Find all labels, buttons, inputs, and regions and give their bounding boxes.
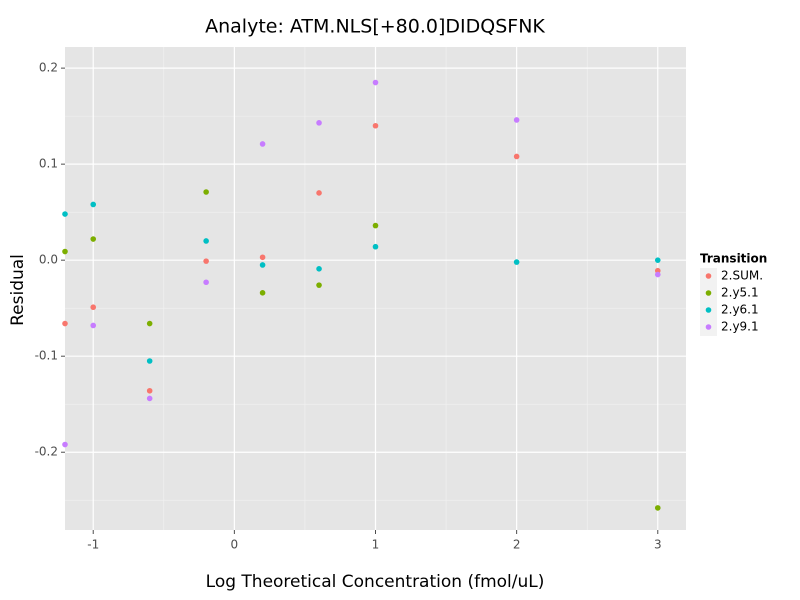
data-point [316, 266, 322, 272]
x-axis-label: Log Theoretical Concentration (fmol/uL) [206, 572, 545, 592]
y-tick-label: 0.0 [39, 253, 58, 267]
x-tick-label: 1 [372, 538, 380, 552]
data-point [146, 358, 153, 364]
data-point [90, 201, 97, 208]
data-point [372, 222, 379, 229]
data-point [259, 254, 266, 261]
legend-marker [705, 290, 712, 296]
x-tick-label: -1 [87, 538, 99, 552]
data-point [259, 290, 266, 296]
data-point [316, 120, 322, 126]
data-point [316, 282, 322, 288]
y-tick-label: -0.1 [35, 349, 58, 363]
data-point [62, 248, 68, 255]
data-point [654, 257, 661, 263]
legend-label: 2.y9.1 [721, 320, 759, 334]
data-point [372, 79, 379, 86]
data-point [146, 320, 153, 327]
data-point [203, 279, 209, 286]
data-point [372, 122, 379, 129]
data-point [654, 271, 661, 278]
legend-marker [705, 273, 712, 279]
data-point [62, 441, 68, 448]
y-tick-label: 0.1 [39, 157, 58, 171]
legend-label: 2.y5.1 [721, 286, 759, 300]
data-point [203, 189, 209, 195]
y-axis-label: Residual [8, 254, 28, 326]
legend-marker [705, 324, 712, 330]
data-point [654, 505, 661, 511]
data-point [146, 395, 153, 402]
data-point [90, 236, 97, 242]
data-point [654, 267, 661, 274]
data-point [372, 243, 379, 250]
data-point [513, 117, 520, 123]
data-point [513, 259, 520, 265]
data-point [62, 211, 68, 217]
data-point [259, 141, 266, 147]
y-tick-label: -0.2 [35, 445, 58, 459]
data-point [203, 238, 209, 244]
data-point [146, 387, 153, 394]
y-tick-label: 0.2 [39, 61, 58, 75]
data-point [316, 190, 322, 196]
data-point [90, 322, 97, 329]
x-tick-label: 2 [513, 538, 521, 552]
legend-marker [705, 307, 712, 313]
x-tick-label: 0 [231, 538, 239, 552]
data-point [90, 304, 97, 311]
x-tick-label: 3 [654, 538, 662, 552]
legend-label: 2.y6.1 [721, 303, 759, 317]
data-point [259, 262, 266, 268]
chart-title: Analyte: ATM.NLS[+80.0]DIDQSFNK [205, 16, 545, 38]
legend-label: 2.SUM. [721, 269, 763, 283]
legend-title: Transition [700, 252, 767, 266]
data-point [62, 320, 68, 327]
data-point [513, 153, 520, 160]
data-point [203, 258, 209, 264]
